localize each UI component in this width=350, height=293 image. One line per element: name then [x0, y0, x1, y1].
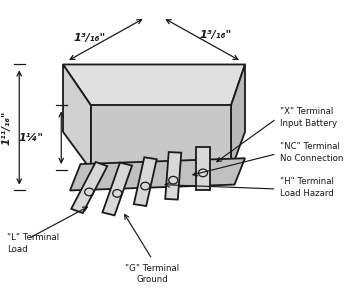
Polygon shape [231, 64, 245, 170]
Polygon shape [91, 105, 231, 170]
Polygon shape [196, 146, 210, 190]
Text: 1¼": 1¼" [19, 133, 44, 143]
Text: 1³/₁₆": 1³/₁₆" [73, 33, 105, 43]
Polygon shape [70, 158, 245, 190]
Polygon shape [71, 162, 107, 213]
Text: "NC" Terminal
No Connection: "NC" Terminal No Connection [280, 142, 343, 163]
Polygon shape [165, 152, 181, 200]
Text: "G" Terminal
Ground: "G" Terminal Ground [125, 264, 179, 285]
Text: "L" Terminal
Load: "L" Terminal Load [7, 233, 59, 253]
Polygon shape [134, 157, 157, 206]
Text: "X" Terminal
Input Battery: "X" Terminal Input Battery [280, 107, 337, 127]
Text: "H" Terminal
Load Hazard: "H" Terminal Load Hazard [280, 177, 334, 198]
Text: 1³/₁₆": 1³/₁₆" [199, 30, 231, 40]
Text: 1¹¹/₁₆": 1¹¹/₁₆" [2, 110, 12, 145]
Polygon shape [63, 64, 91, 170]
Polygon shape [63, 64, 245, 105]
Polygon shape [103, 163, 132, 215]
